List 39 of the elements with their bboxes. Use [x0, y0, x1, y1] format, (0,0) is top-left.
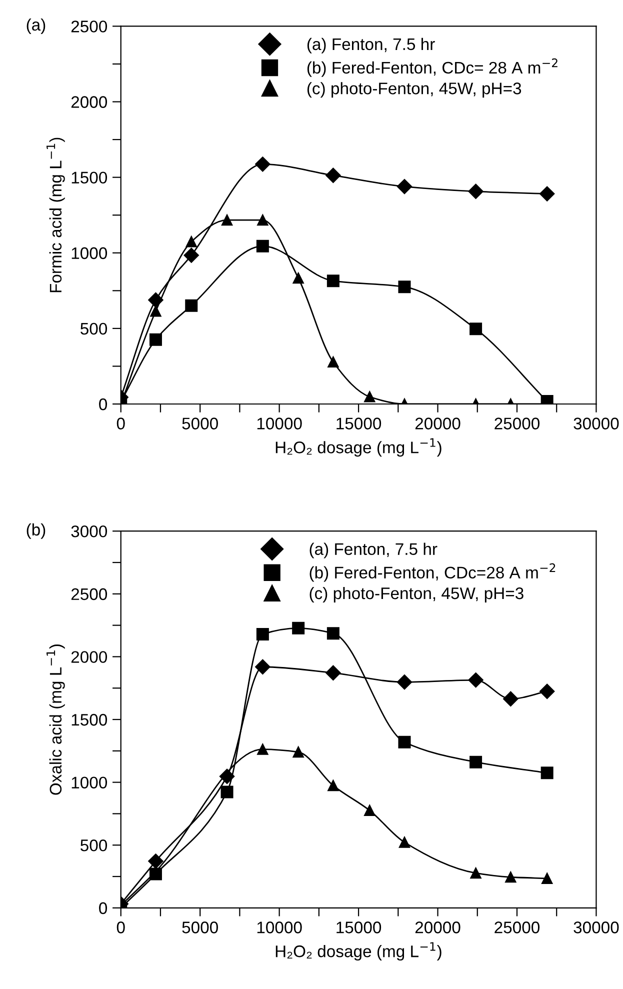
- x-tick-label: 0: [116, 922, 125, 934]
- y-tick-label: 2000: [71, 96, 108, 108]
- text: (a): [26, 18, 46, 34]
- legend-label: (c) photo-Fenton, 45W, pH=3: [307, 82, 522, 98]
- legend-label: (b) Fered-Fenton, CDc=28 A m$^{−2}$: [310, 563, 556, 582]
- legend-label: (a) Fenton, 7.5 hr: [307, 38, 435, 54]
- text: (b): [26, 523, 46, 539]
- x-axis-title: H₂O₂ dosage (mg L$^{−1}$): [276, 438, 442, 457]
- x-tick-label: 5000: [182, 418, 218, 430]
- y-tick-label: 2500: [71, 588, 108, 600]
- x-tick-label: 25000: [494, 922, 540, 934]
- x-tick-label: 20000: [415, 418, 460, 430]
- y-tick-label: 1500: [72, 714, 108, 726]
- x-tick-label: 10000: [257, 922, 302, 934]
- y-tick-label: 500: [80, 840, 108, 852]
- x-tick-label: 5000: [182, 922, 218, 934]
- x-tick-label: 15000: [336, 922, 382, 934]
- x-axis-title: H₂O₂ dosage (mg L$^{−1}$): [276, 942, 442, 961]
- y-axis-title: Formic acid (mg L$^{−1}$): [46, 138, 65, 292]
- x-tick-label: 30000: [574, 922, 619, 934]
- legend-label: (c) photo-Fenton, 45W, pH=3: [310, 586, 524, 602]
- x-tick-label: 25000: [494, 418, 540, 430]
- y-tick-label: 2000: [71, 651, 108, 663]
- y-tick-label: 3000: [71, 525, 108, 538]
- x-tick-label: 30000: [574, 418, 619, 430]
- x-tick-label: 20000: [415, 922, 460, 934]
- x-tick-label: 0: [116, 418, 125, 430]
- y-tick-label: 1000: [72, 247, 108, 260]
- y-tick-label: 1000: [72, 776, 108, 788]
- x-tick-label: 10000: [257, 418, 302, 430]
- y-axis-title: Oxalic acid (mg L$^{−1}$): [46, 644, 65, 795]
- x-tick-label: 15000: [336, 418, 382, 430]
- legend-label: (a) Fenton, 7.5 hr: [310, 542, 438, 558]
- y-tick-label: 2500: [71, 20, 108, 32]
- y-tick-label: 0: [99, 902, 108, 914]
- y-tick-label: 500: [80, 322, 108, 335]
- legend-label: (b) Fered-Fenton, CDc= 28 A m$^{−2}$: [307, 58, 558, 77]
- y-tick-label: 1500: [72, 172, 108, 184]
- y-tick-label: 0: [99, 398, 108, 410]
